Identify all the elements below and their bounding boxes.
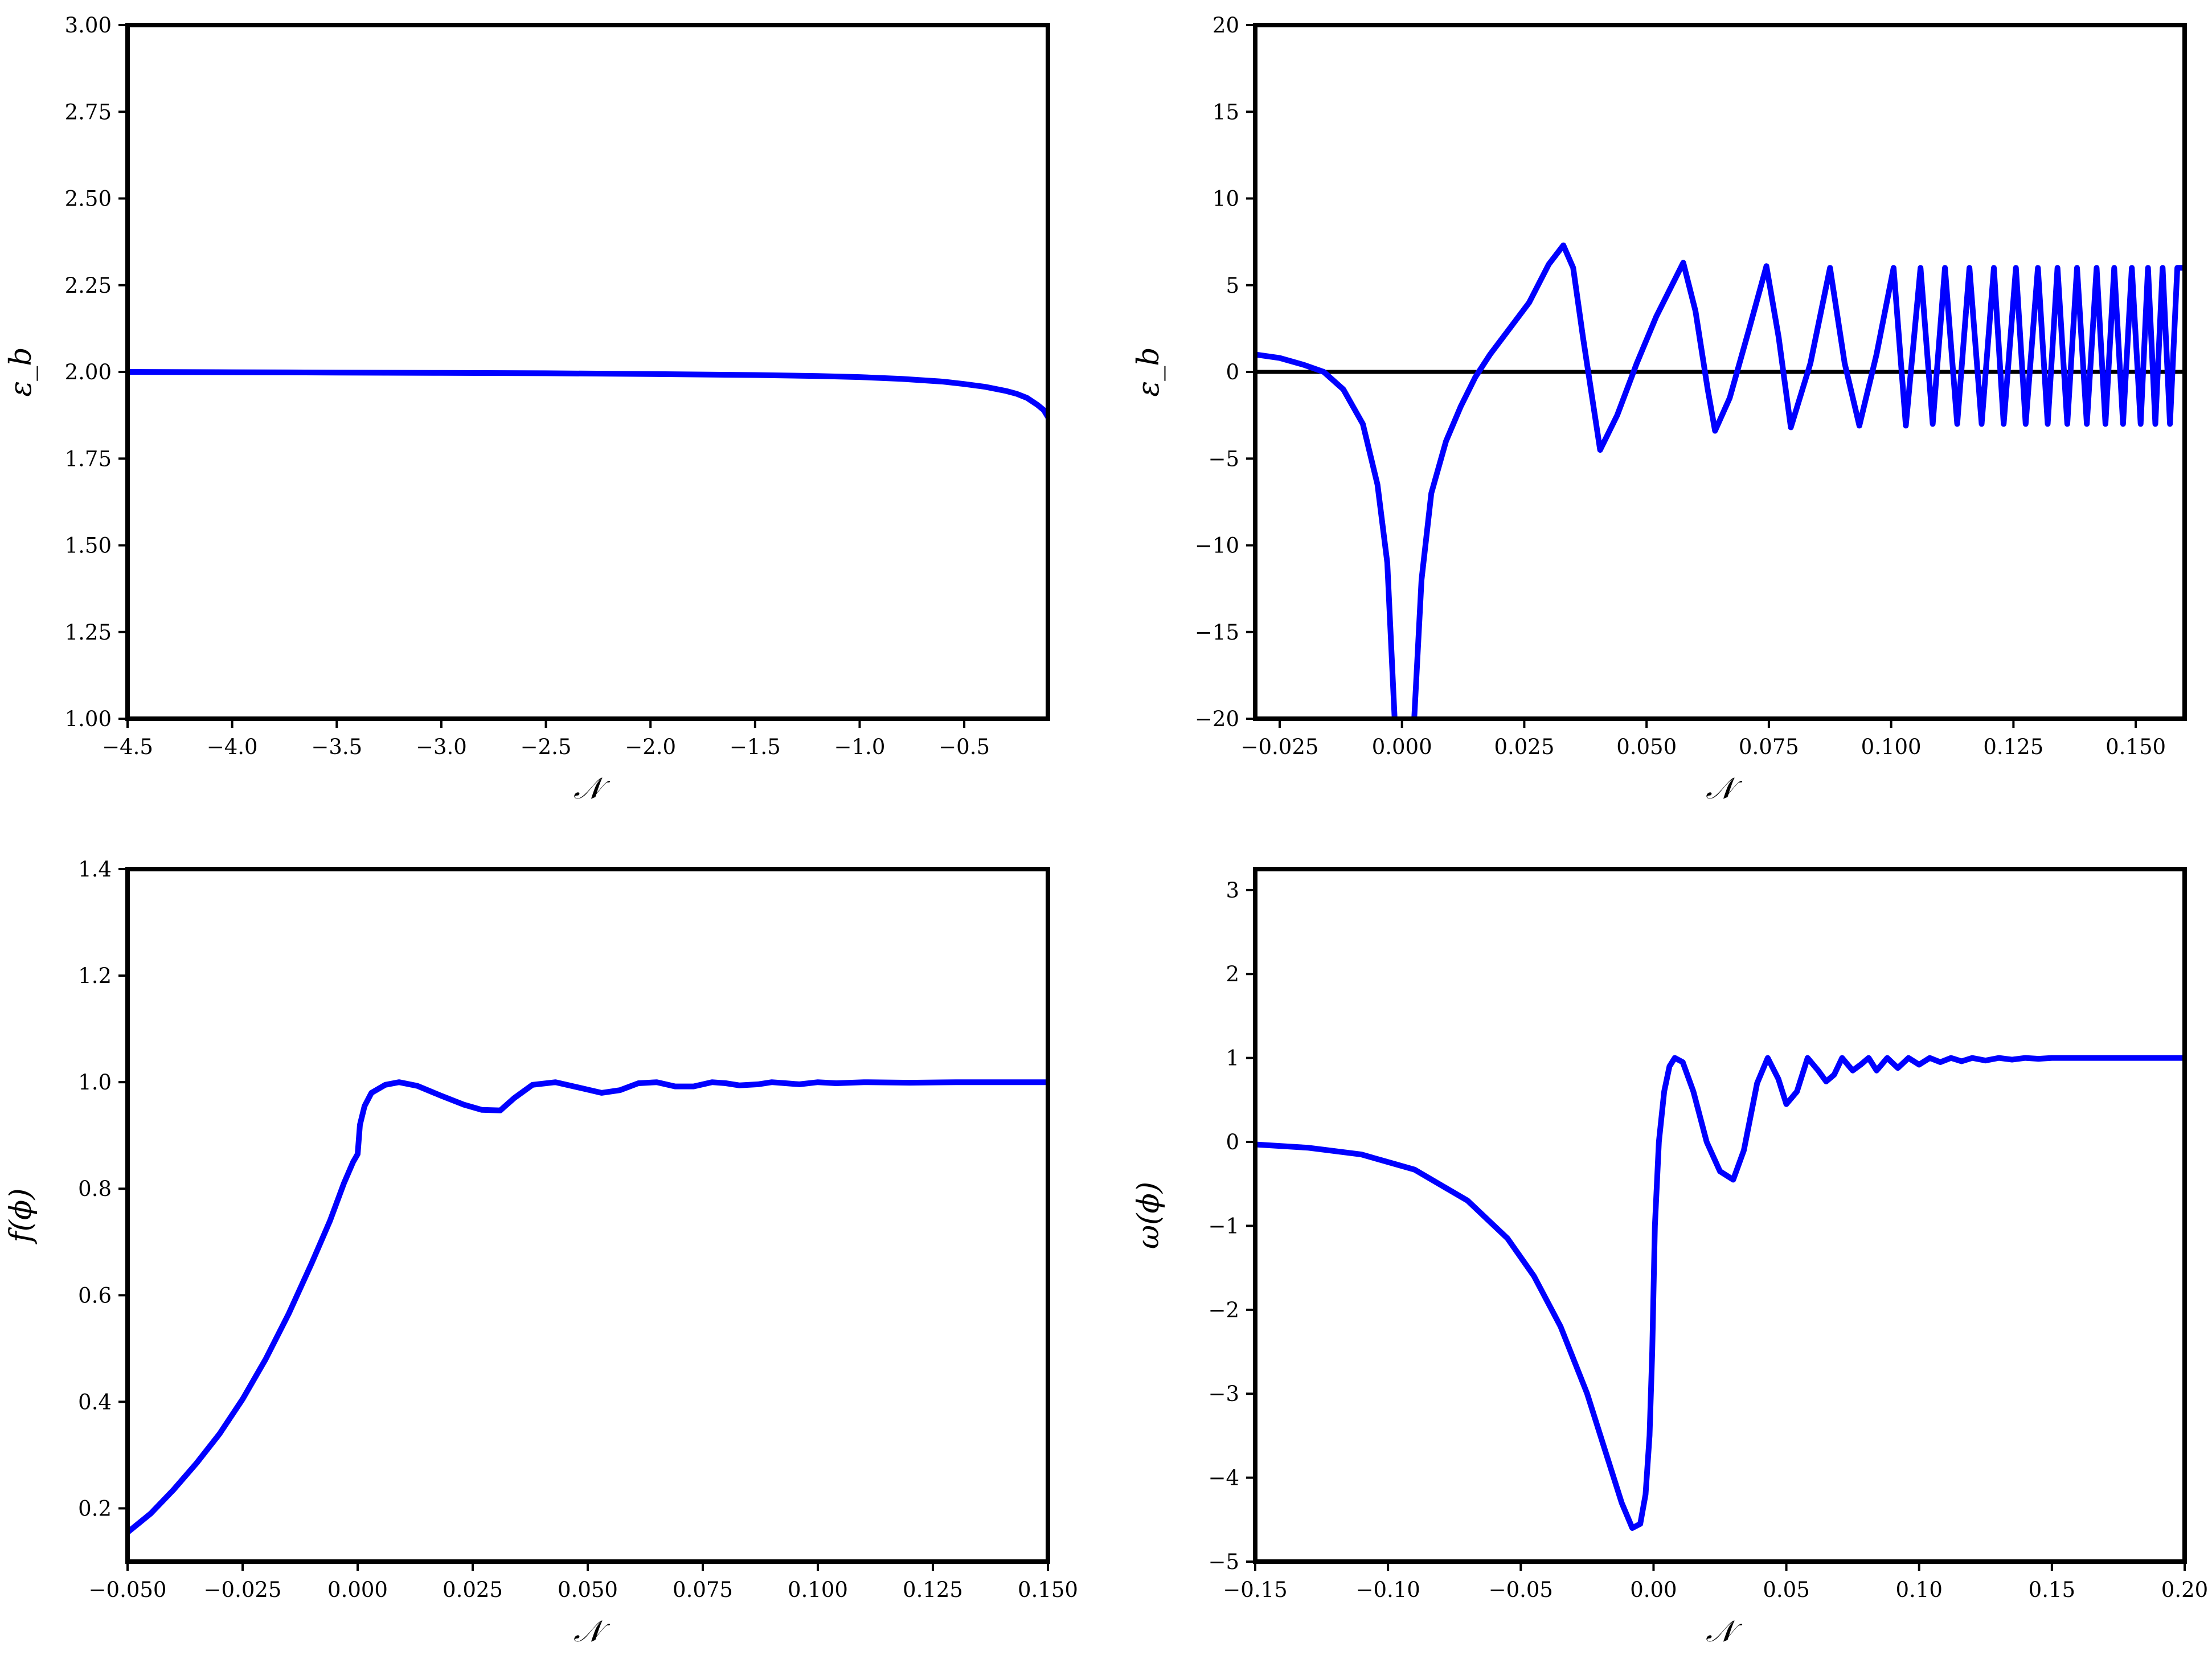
y-axis-label: f(ϕ) xyxy=(4,1188,38,1244)
y-tick-label: 2.25 xyxy=(65,273,112,298)
x-tick-label: 0.025 xyxy=(1494,735,1554,759)
y-tick-label: 0 xyxy=(1226,1130,1239,1154)
x-tick-label: 0.10 xyxy=(1896,1578,1943,1602)
y-tick-label: 1.2 xyxy=(78,964,112,988)
x-tick-label: −4.0 xyxy=(207,735,258,759)
y-tick-label: 1.00 xyxy=(65,707,112,731)
y-tick-label: 1.4 xyxy=(78,857,112,882)
x-tick-label: −1.0 xyxy=(834,735,886,759)
chart-panel-bottom-left: −0.050 −0.025 0.000 0.025 0.050 0.075 0.100 0.1… xyxy=(4,857,1078,1649)
x-tick-label: −0.5 xyxy=(939,735,990,759)
x-tick-label: 0.000 xyxy=(1372,735,1432,759)
x-tick-label: 0.150 xyxy=(2106,735,2166,759)
y-tick-label: −15 xyxy=(1195,620,1239,645)
x-tick-label: −3.5 xyxy=(311,735,362,759)
y-tick-label: 0 xyxy=(1226,360,1239,384)
series-line-1 xyxy=(128,369,1048,420)
y-tick-label: 20 xyxy=(1212,13,1239,38)
y-tick-label: −2 xyxy=(1208,1298,1239,1322)
x-tick-label: 0.125 xyxy=(1983,735,2043,759)
y-tick-label: 0.2 xyxy=(78,1496,112,1521)
x-tick-label: 0.15 xyxy=(2029,1578,2075,1602)
y-tick-label: 3 xyxy=(1226,878,1239,903)
x-tick-label: 0.125 xyxy=(903,1578,963,1602)
y-tick-label: −20 xyxy=(1195,707,1239,731)
x-tick-label: 0.075 xyxy=(673,1578,733,1602)
y-tick-label: 1.0 xyxy=(78,1070,112,1095)
x-tick-label: −3.0 xyxy=(416,735,467,759)
x-axis-label: 𝒩 xyxy=(1706,772,1743,806)
y-tick-label: 2.50 xyxy=(65,187,112,211)
chart-panel-bottom-right: −0.15 −0.10 −0.05 0.00 0.05 0.10 0.15 0.20 −5 −4 −… xyxy=(1132,867,2208,1649)
x-tick-label: 0.000 xyxy=(327,1578,388,1602)
y-axis-label: ε_b xyxy=(4,347,38,396)
y-tick-label: 0.8 xyxy=(78,1177,112,1201)
y-tick-label: 1.25 xyxy=(65,620,112,645)
x-tick-label: −0.10 xyxy=(1355,1578,1420,1602)
x-tick-label: 0.050 xyxy=(558,1578,618,1602)
series-line-2 xyxy=(1411,242,2185,719)
y-tick-label: 2 xyxy=(1226,962,1239,986)
y-tick-label: −5 xyxy=(1208,447,1239,471)
y-tick-label: 1.50 xyxy=(65,534,112,558)
y-axis-label: ω(ϕ) xyxy=(1132,1182,1166,1249)
x-tick-label: 0.075 xyxy=(1739,735,1799,759)
y-tick-label: 0.6 xyxy=(78,1283,112,1308)
y-tick-label: −1 xyxy=(1208,1214,1239,1238)
x-tick-label: 0.20 xyxy=(2161,1578,2208,1602)
chart-panel-top-left: −4.5 −4.0 −3.5 −3.0 −2.5 −2.0 −1.5 −1.0 −0.5 1.00… xyxy=(4,13,1050,806)
series-line-1 xyxy=(1255,1055,2185,1531)
y-tick-label: 2.75 xyxy=(65,100,112,124)
x-tick-label: 0.100 xyxy=(788,1578,848,1602)
y-tick-label: −10 xyxy=(1195,534,1239,558)
x-tick-label: −0.15 xyxy=(1223,1578,1287,1602)
x-axis-label: 𝒩 xyxy=(1706,1615,1743,1649)
plot-frame xyxy=(1253,867,2187,1564)
series-line-1 xyxy=(128,1079,1048,1535)
y-axis-label: ε_b xyxy=(1132,347,1166,396)
y-tick-label: 5 xyxy=(1226,273,1239,298)
y-tick-label: 3.00 xyxy=(65,13,112,38)
y-tick-label: 1.75 xyxy=(65,447,112,471)
x-tick-label: 0.025 xyxy=(443,1578,503,1602)
x-tick-label: −0.025 xyxy=(204,1578,282,1602)
y-tick-label: 2.00 xyxy=(65,360,112,384)
plot-frame xyxy=(125,867,1050,1564)
x-tick-label: −2.0 xyxy=(625,735,676,759)
x-axis-label: 𝒩 xyxy=(574,772,611,806)
y-tick-label: −3 xyxy=(1208,1382,1239,1406)
x-tick-label: 0.050 xyxy=(1616,735,1677,759)
x-tick-label: 0.100 xyxy=(1861,735,1922,759)
x-tick-label: −2.5 xyxy=(521,735,572,759)
y-tick-label: −5 xyxy=(1208,1550,1239,1574)
chart-panel-top-right: −0.025 0.000 0.025 0.050 0.075 0.100 0.125 0.15… xyxy=(1132,13,2187,806)
series-line-1 xyxy=(1255,351,1398,719)
y-tick-label: 10 xyxy=(1212,187,1239,211)
x-tick-label: −0.05 xyxy=(1489,1578,1553,1602)
y-tick-label: 0.4 xyxy=(78,1390,112,1414)
x-tick-label: −0.050 xyxy=(89,1578,167,1602)
x-tick-label: 0.00 xyxy=(1630,1578,1677,1602)
x-tick-label: 0.05 xyxy=(1763,1578,1809,1602)
y-tick-label: 15 xyxy=(1212,100,1239,124)
x-tick-label: −1.5 xyxy=(730,735,781,759)
x-tick-label: −4.5 xyxy=(102,735,153,759)
y-tick-label: 1 xyxy=(1226,1046,1239,1071)
x-tick-label: −0.025 xyxy=(1240,735,1318,759)
x-axis-label: 𝒩 xyxy=(574,1615,611,1649)
x-tick-label: 0.150 xyxy=(1018,1578,1078,1602)
y-tick-label: −4 xyxy=(1208,1466,1239,1490)
